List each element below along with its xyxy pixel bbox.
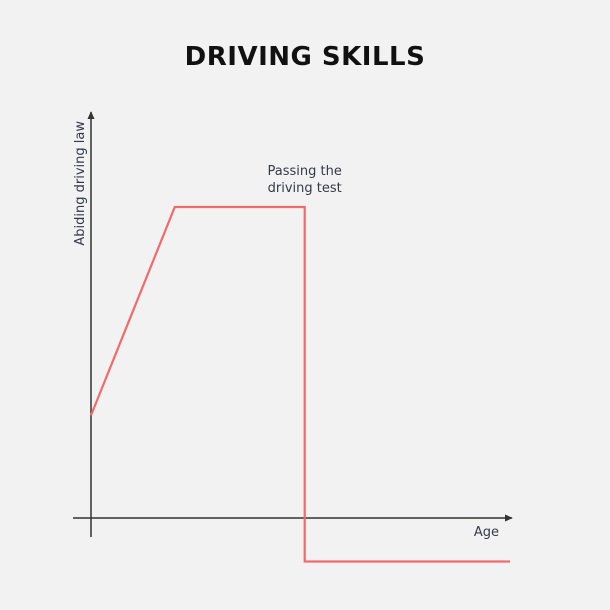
annotation-0: Passing the driving test <box>268 164 342 196</box>
y-axis-label: Abiding driving law <box>73 121 88 246</box>
x-axis-label: Age <box>474 525 499 540</box>
chart-title: DRIVING SKILLS <box>184 42 426 72</box>
series-line-0 <box>89 205 510 563</box>
